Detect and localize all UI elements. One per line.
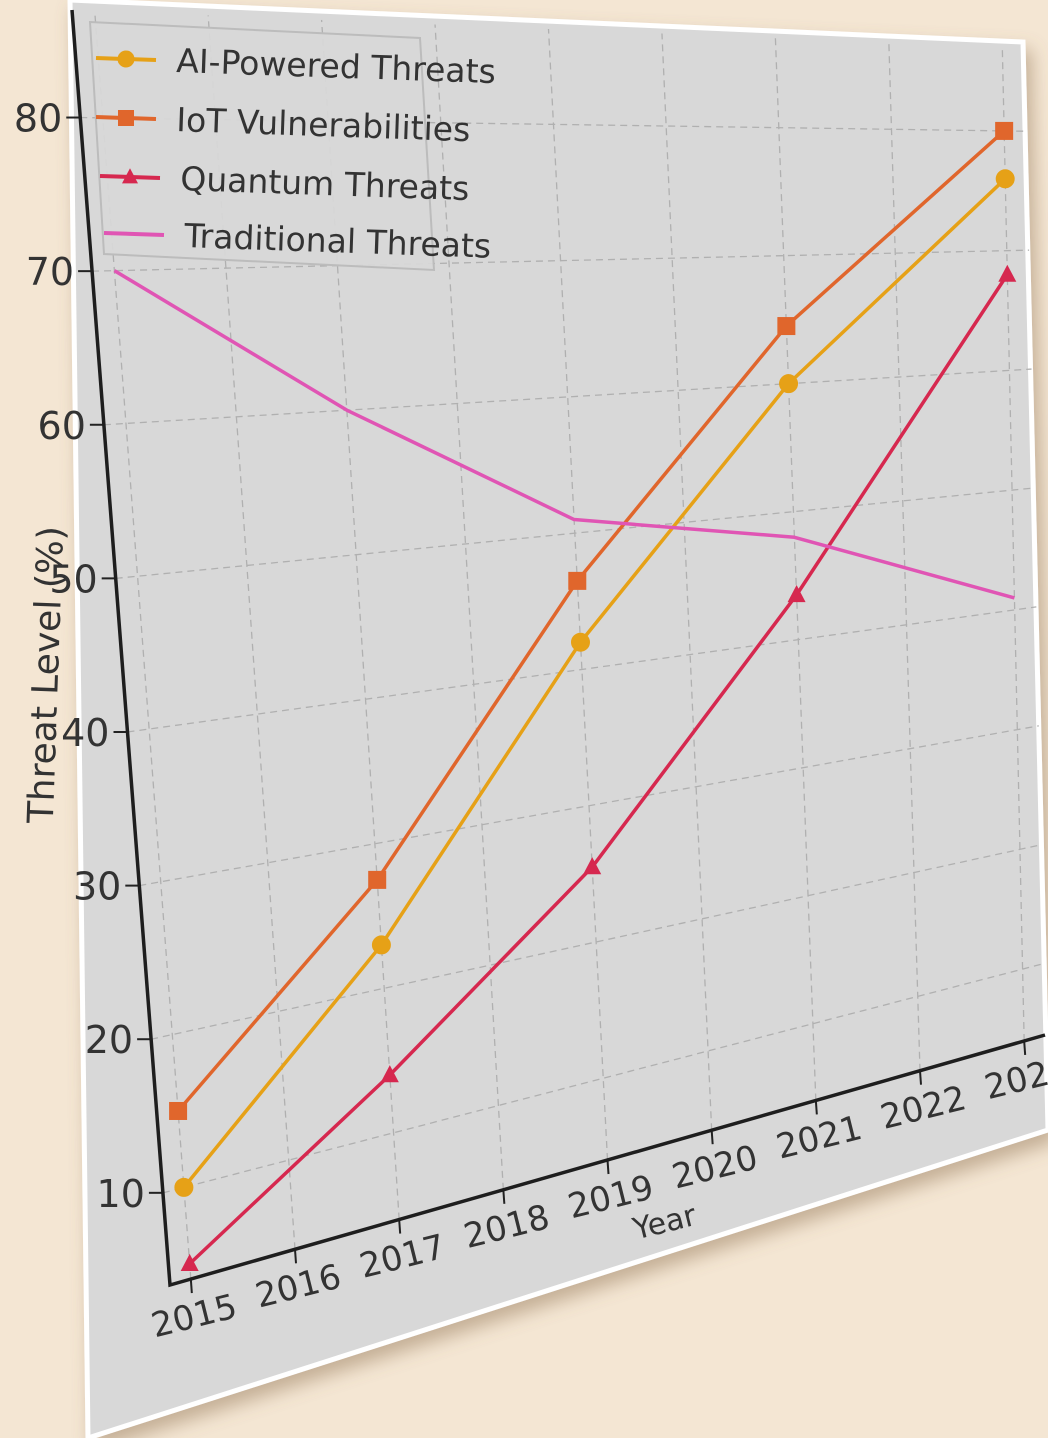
grid-line-x — [434, 24, 504, 1190]
data-point — [995, 121, 1014, 140]
y-tick-label: 60 — [38, 404, 86, 448]
data-point — [368, 870, 387, 889]
y-tick-label: 70 — [26, 250, 74, 294]
data-point — [787, 584, 806, 603]
x-tick-mark — [814, 1100, 818, 1115]
data-point — [118, 110, 134, 126]
data-point — [174, 1177, 194, 1197]
grid-line-y — [103, 368, 1032, 426]
data-point — [117, 50, 135, 68]
grid-line-x — [888, 42, 921, 1071]
data-point — [169, 1101, 188, 1120]
series-layer — [113, 121, 1017, 1271]
x-tick-mark — [398, 1219, 402, 1234]
grid-line-x — [661, 33, 713, 1131]
data-point — [998, 264, 1017, 282]
y-axis-label: Threat Level (%) — [21, 525, 72, 825]
data-point — [122, 168, 138, 184]
series-line — [113, 269, 1015, 600]
grid-line-y — [115, 487, 1034, 580]
axis-spines — [70, 9, 1046, 1288]
grid-line-x — [207, 15, 296, 1250]
legend-box — [88, 20, 436, 272]
x-tick-mark — [1023, 1040, 1027, 1056]
data-point — [995, 169, 1015, 189]
data-point — [583, 857, 602, 875]
x-tick-mark — [710, 1130, 714, 1145]
legend-swatch-line — [103, 231, 165, 237]
figure-card — [67, 0, 1048, 1438]
grid-line-y — [92, 249, 1030, 272]
data-point — [371, 935, 391, 955]
data-point — [180, 1253, 199, 1271]
grid-line-x — [774, 38, 817, 1101]
grid-line-y — [150, 844, 1042, 1040]
y-tick-label: 80 — [14, 97, 62, 141]
grid-line-y — [127, 606, 1037, 733]
x-tick-mark — [502, 1189, 506, 1204]
data-point — [568, 571, 587, 590]
y-tick-label: 50 — [49, 557, 97, 601]
data-point — [380, 1065, 399, 1083]
grid-line-x — [1001, 47, 1025, 1041]
y-tick-label: 10 — [97, 1172, 145, 1216]
grid-line-x — [547, 28, 609, 1161]
x-tick-mark — [189, 1278, 193, 1294]
x-tick-mark — [294, 1249, 297, 1264]
axes — [66, 9, 1046, 1294]
grid-line-y — [162, 963, 1044, 1194]
y-tick-label: 20 — [85, 1018, 133, 1062]
data-point — [570, 632, 590, 652]
y-tick-label: 30 — [73, 865, 121, 909]
x-tick-mark — [919, 1070, 922, 1085]
data-point — [777, 317, 796, 336]
data-point — [779, 374, 799, 394]
x-tick-mark — [606, 1159, 610, 1175]
grid-line-y — [139, 725, 1039, 887]
y-tick-label: 40 — [61, 711, 109, 755]
